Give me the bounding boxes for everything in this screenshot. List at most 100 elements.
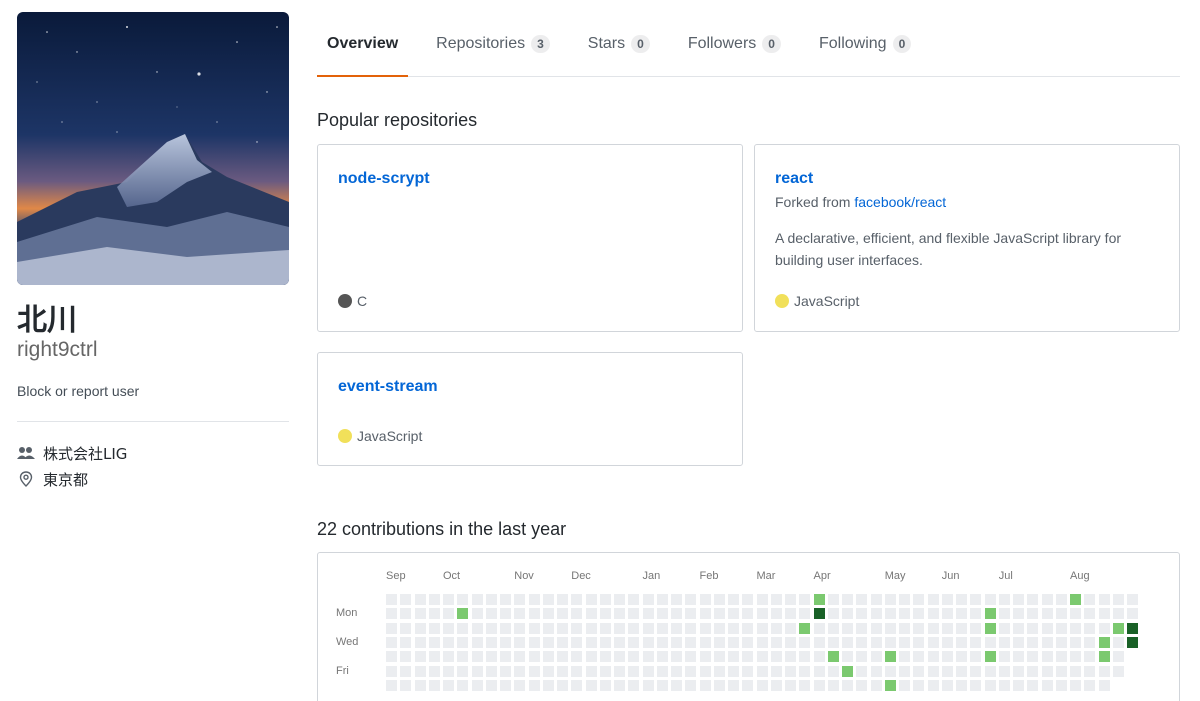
contribution-day-cell[interactable] [428, 651, 440, 663]
contribution-day-cell[interactable] [1127, 608, 1138, 620]
contribution-day-cell[interactable] [713, 651, 725, 663]
contribution-day-cell[interactable] [1084, 679, 1096, 691]
contribution-day-cell[interactable] [685, 651, 697, 663]
contribution-day-cell[interactable] [1070, 608, 1081, 620]
contribution-day-cell[interactable] [400, 622, 412, 634]
contribution-day-cell[interactable] [1041, 622, 1053, 634]
contribution-day-cell[interactable] [1041, 651, 1053, 663]
contribution-day-cell[interactable] [1027, 651, 1039, 663]
contribution-day-cell[interactable] [899, 679, 910, 691]
contribution-day-cell[interactable] [671, 636, 682, 648]
contribution-day-cell[interactable] [1112, 622, 1124, 634]
contribution-day-cell[interactable] [941, 679, 953, 691]
contribution-day-cell[interactable] [471, 651, 483, 663]
contribution-day-cell[interactable] [528, 622, 540, 634]
contribution-day-cell[interactable] [956, 651, 967, 663]
contribution-day-cell[interactable] [799, 594, 811, 605]
contribution-day-cell[interactable] [500, 665, 511, 677]
contribution-day-cell[interactable] [813, 622, 825, 634]
contribution-day-cell[interactable] [1112, 665, 1124, 677]
contribution-day-cell[interactable] [671, 665, 682, 677]
contribution-day-cell[interactable] [557, 636, 568, 648]
contribution-day-cell[interactable] [713, 679, 725, 691]
contribution-day-cell[interactable] [443, 651, 454, 663]
contribution-day-cell[interactable] [742, 651, 754, 663]
contribution-day-cell[interactable] [528, 665, 540, 677]
contribution-day-cell[interactable] [656, 679, 668, 691]
contribution-day-cell[interactable] [485, 679, 497, 691]
contribution-day-cell[interactable] [571, 651, 583, 663]
contribution-day-cell[interactable] [1084, 651, 1096, 663]
contribution-day-cell[interactable] [656, 608, 668, 620]
contribution-day-cell[interactable] [699, 665, 711, 677]
contribution-day-cell[interactable] [970, 665, 982, 677]
contribution-day-cell[interactable] [1027, 594, 1039, 605]
contribution-day-cell[interactable] [628, 608, 640, 620]
repo-name-link[interactable]: react [775, 170, 814, 187]
contribution-day-cell[interactable] [599, 679, 611, 691]
contribution-day-cell[interactable] [756, 679, 768, 691]
contribution-day-cell[interactable] [842, 651, 853, 663]
contribution-day-cell[interactable] [528, 679, 540, 691]
contribution-day-cell[interactable] [956, 679, 967, 691]
contribution-day-cell[interactable] [443, 679, 454, 691]
contribution-day-cell[interactable] [785, 622, 796, 634]
contribution-day-cell[interactable] [728, 651, 739, 663]
contribution-day-cell[interactable] [913, 636, 925, 648]
contribution-day-cell[interactable] [1013, 608, 1024, 620]
contribution-day-cell[interactable] [728, 594, 739, 605]
contribution-day-cell[interactable] [500, 622, 511, 634]
contribution-day-cell[interactable] [642, 622, 654, 634]
contribution-day-cell[interactable] [500, 636, 511, 648]
contribution-day-cell[interactable] [1027, 665, 1039, 677]
contribution-day-cell[interactable] [571, 665, 583, 677]
contribution-day-cell[interactable] [414, 679, 426, 691]
contribution-day-cell[interactable] [884, 608, 896, 620]
contribution-day-cell[interactable] [614, 608, 625, 620]
contribution-day-cell[interactable] [1027, 636, 1039, 648]
contribution-day-cell[interactable] [457, 622, 469, 634]
contribution-day-cell[interactable] [699, 608, 711, 620]
contribution-day-cell[interactable] [614, 651, 625, 663]
contribution-day-cell[interactable] [1098, 622, 1110, 634]
contribution-day-cell[interactable] [956, 665, 967, 677]
contribution-day-cell[interactable] [713, 665, 725, 677]
contribution-day-cell[interactable] [913, 622, 925, 634]
contribution-day-cell[interactable] [756, 651, 768, 663]
contribution-day-cell[interactable] [628, 594, 640, 605]
contribution-day-cell[interactable] [827, 608, 839, 620]
contribution-day-cell[interactable] [514, 594, 526, 605]
contribution-day-cell[interactable] [685, 636, 697, 648]
contribution-day-cell[interactable] [870, 679, 882, 691]
contribution-day-cell[interactable] [756, 636, 768, 648]
contribution-day-cell[interactable] [557, 594, 568, 605]
contribution-day-cell[interactable] [514, 651, 526, 663]
contribution-day-cell[interactable] [485, 608, 497, 620]
contribution-day-cell[interactable] [485, 665, 497, 677]
contribution-day-cell[interactable] [1127, 636, 1138, 648]
contribution-day-cell[interactable] [628, 622, 640, 634]
contribution-day-cell[interactable] [1055, 679, 1067, 691]
contribution-day-cell[interactable] [713, 636, 725, 648]
repo-name-link[interactable]: node-scrypt [338, 170, 430, 187]
contribution-day-cell[interactable] [742, 594, 754, 605]
contribution-day-cell[interactable] [1127, 594, 1138, 605]
contribution-day-cell[interactable] [1070, 594, 1081, 605]
tab-following[interactable]: Following 0 [809, 12, 921, 76]
contribution-day-cell[interactable] [414, 636, 426, 648]
contribution-day-cell[interactable] [899, 651, 910, 663]
contribution-day-cell[interactable] [1027, 608, 1039, 620]
contribution-day-cell[interactable] [699, 622, 711, 634]
contribution-day-cell[interactable] [970, 679, 982, 691]
contribution-day-cell[interactable] [1112, 594, 1124, 605]
contribution-day-cell[interactable] [471, 665, 483, 677]
contribution-day-cell[interactable] [884, 636, 896, 648]
contribution-day-cell[interactable] [400, 594, 412, 605]
contribution-day-cell[interactable] [414, 594, 426, 605]
contribution-day-cell[interactable] [656, 622, 668, 634]
contribution-day-cell[interactable] [713, 594, 725, 605]
contribution-day-cell[interactable] [514, 665, 526, 677]
contribution-day-cell[interactable] [1055, 594, 1067, 605]
contribution-day-cell[interactable] [485, 622, 497, 634]
contribution-day-cell[interactable] [1098, 679, 1110, 691]
